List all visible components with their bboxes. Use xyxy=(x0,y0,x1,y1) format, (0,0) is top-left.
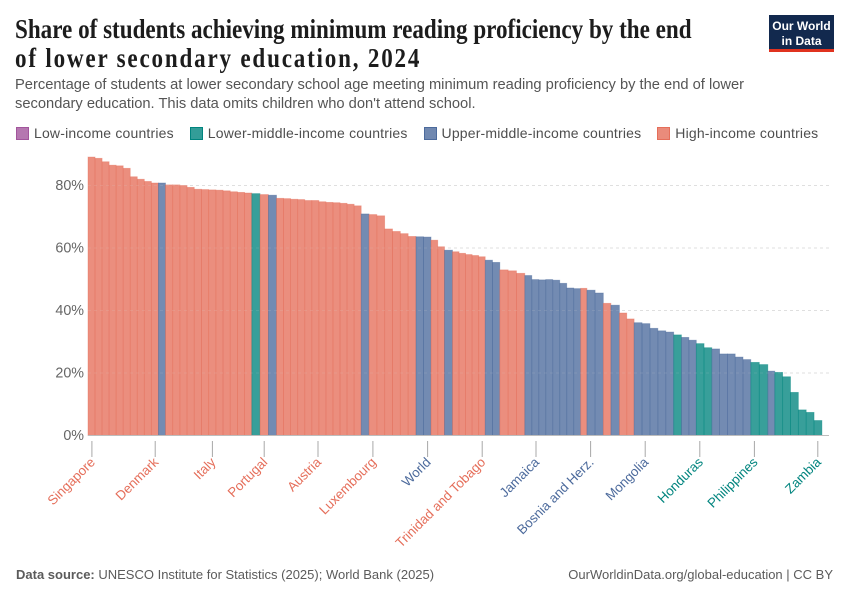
svg-text:0%: 0% xyxy=(63,428,84,444)
svg-text:Portugal: Portugal xyxy=(225,454,271,500)
svg-text:20%: 20% xyxy=(55,366,84,382)
svg-text:Singapore: Singapore xyxy=(45,455,98,508)
svg-text:Mongolia: Mongolia xyxy=(603,454,652,503)
svg-text:Italy: Italy xyxy=(191,454,219,482)
svg-text:Jamaica: Jamaica xyxy=(497,454,543,500)
svg-text:Austria: Austria xyxy=(284,454,324,494)
svg-text:World: World xyxy=(399,455,434,490)
svg-text:60%: 60% xyxy=(55,241,84,257)
svg-text:Luxembourg: Luxembourg xyxy=(316,455,379,518)
svg-text:80%: 80% xyxy=(55,178,84,194)
svg-text:Zambia: Zambia xyxy=(782,454,824,496)
svg-text:Philippines: Philippines xyxy=(704,454,760,510)
svg-text:Denmark: Denmark xyxy=(113,454,162,503)
svg-text:40%: 40% xyxy=(55,303,84,319)
svg-text:Trinidad and Tobago: Trinidad and Tobago xyxy=(392,455,488,551)
svg-text:Honduras: Honduras xyxy=(655,454,707,506)
